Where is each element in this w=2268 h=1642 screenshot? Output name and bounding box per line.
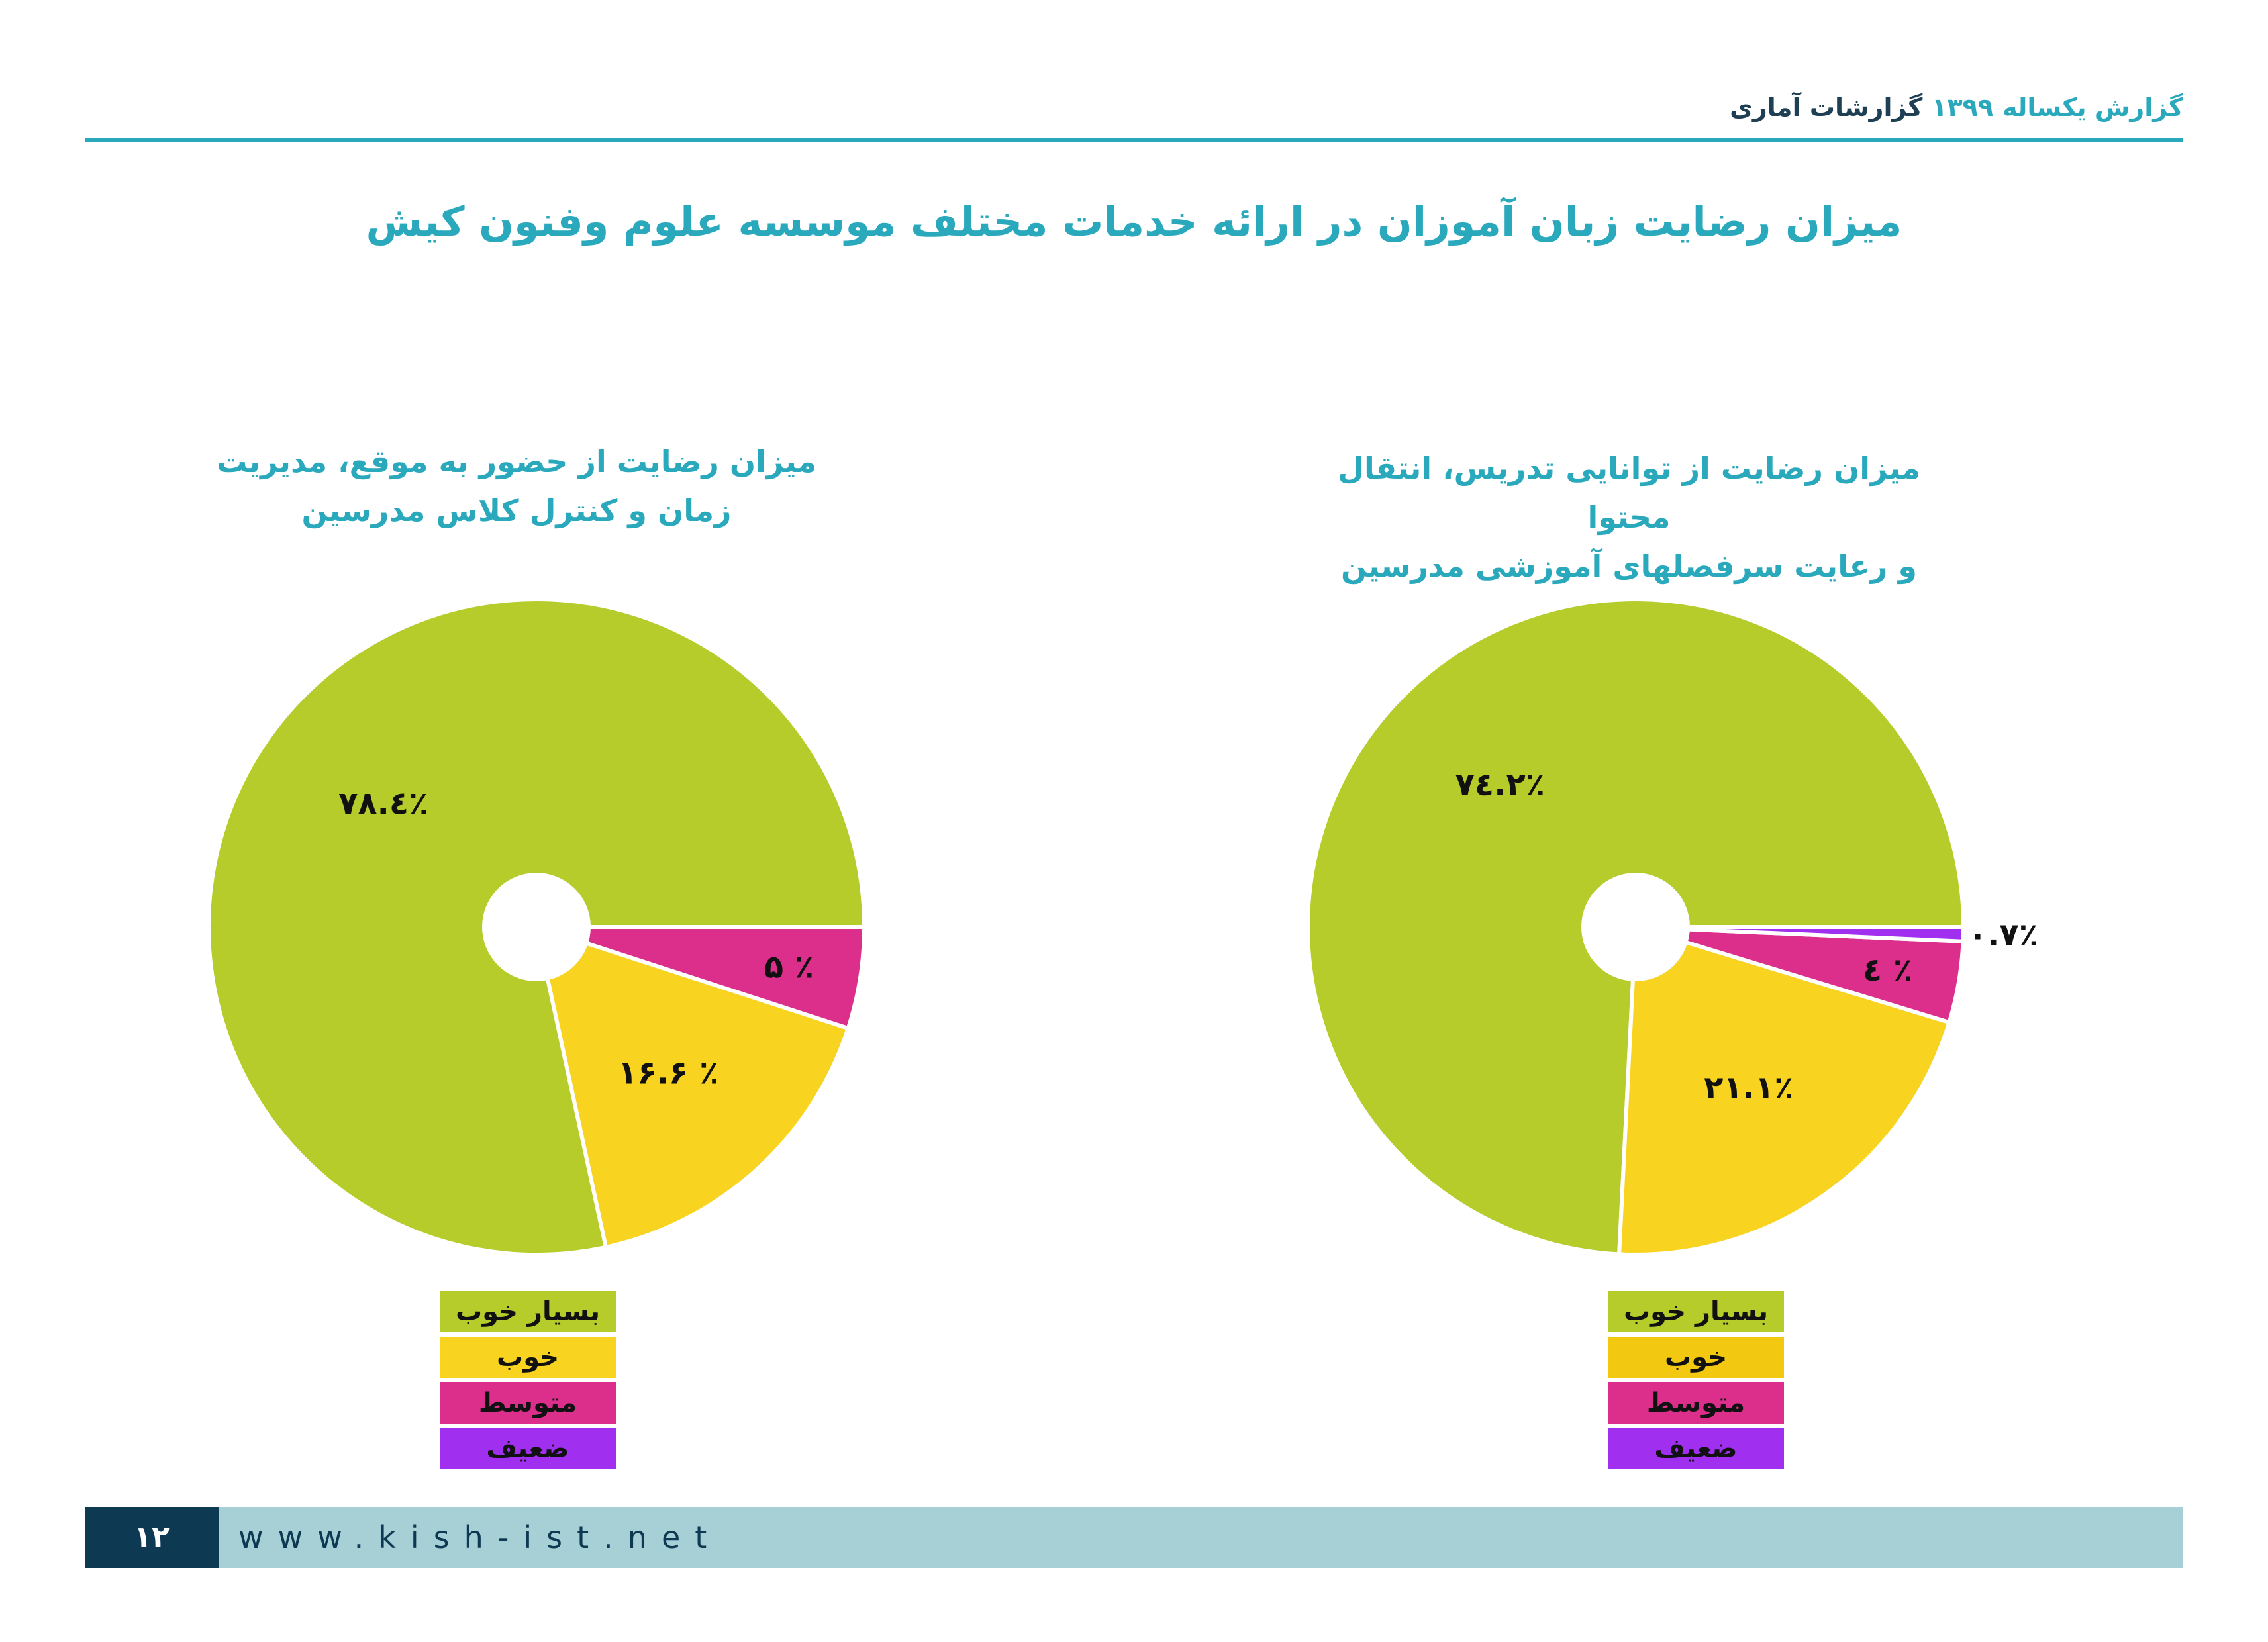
- right-chart-title-line-2: و رعایت سرفصلهای آموزشی مدرسین: [1341, 548, 1917, 584]
- left-pie-label-very-good: ۷۸.٤٪: [338, 785, 428, 822]
- left-chart-title-line-2: زمان و کنترل کلاس مدرسین: [301, 493, 732, 528]
- report-year: ۱۳۹۹: [1932, 93, 1994, 122]
- website-url[interactable]: www.kish-ist.net: [238, 1520, 722, 1555]
- left-pie-slice-good: [533, 924, 851, 1250]
- right-chart-title-line-1: میزان رضایت از توانایی تدریس، انتقال محت…: [1338, 450, 1920, 535]
- left-pie-center-hole: [482, 873, 591, 981]
- right-legend-weak: ضعیف: [1608, 1428, 1784, 1469]
- page-number: ۱۲: [85, 1507, 219, 1568]
- left-pie-label-average: ۵ ٪: [764, 948, 814, 985]
- right-legend-very-good: بسیار خوب: [1608, 1291, 1784, 1332]
- left-legend-weak: ضعیف: [440, 1428, 616, 1469]
- right-legend-good: خوب: [1608, 1337, 1784, 1378]
- right-pie-slice-weak: [1635, 925, 1966, 943]
- report-title: گزارش یکساله: [2002, 93, 2183, 122]
- right-pie-center-hole: [1581, 873, 1690, 981]
- report-section: گزارشات آماری: [1730, 93, 1923, 122]
- right-pie-label-average: ٤ ٪: [1863, 951, 1912, 989]
- right-chart-legend: بسیار خوب خوب متوسط ضعیف: [1608, 1291, 1784, 1474]
- left-legend-average: متوسط: [440, 1382, 616, 1424]
- footer-bar: www.kish-ist.net: [219, 1507, 2183, 1568]
- left-pie-label-good: ۱۶.۶ ٪: [618, 1054, 718, 1091]
- right-chart-title: میزان رضایت از توانایی تدریس، انتقال محت…: [1298, 444, 1960, 591]
- left-chart-title-line-1: میزان رضایت از حضور به موقع، مدیریت: [217, 444, 816, 479]
- right-pie-slice-good: [1616, 924, 1952, 1257]
- right-pie-chart: ۷٤.۲٪ ۲۱.۱٪ ٤ ٪ ۰.۷٪: [1306, 597, 2038, 1257]
- left-pie-chart: ۷۸.٤٪ ۱۶.۶ ٪ ۵ ٪: [207, 597, 867, 1257]
- left-chart-title: میزان رضایت از حضور به موقع، مدیریت زمان…: [212, 437, 821, 535]
- page-title: میزان رضایت زبان آموزان در ارائه خدمات م…: [366, 197, 1902, 246]
- header-divider: [85, 138, 2183, 142]
- right-legend-average: متوسط: [1608, 1382, 1784, 1424]
- left-legend-very-good: بسیار خوب: [440, 1291, 616, 1332]
- right-pie-label-weak: ۰.۷٪: [1968, 916, 2038, 953]
- left-chart-legend: بسیار خوب خوب متوسط ضعیف: [440, 1291, 616, 1474]
- left-pie-slice-average: [536, 925, 867, 1031]
- right-pie-label-good: ۲۱.۱٪: [1704, 1069, 1793, 1106]
- right-pie-label-very-good: ۷٤.۲٪: [1455, 766, 1545, 803]
- header-title: گزارش یکساله ۱۳۹۹ گزارشات آماری: [1730, 93, 2183, 122]
- left-legend-good: خوب: [440, 1337, 616, 1378]
